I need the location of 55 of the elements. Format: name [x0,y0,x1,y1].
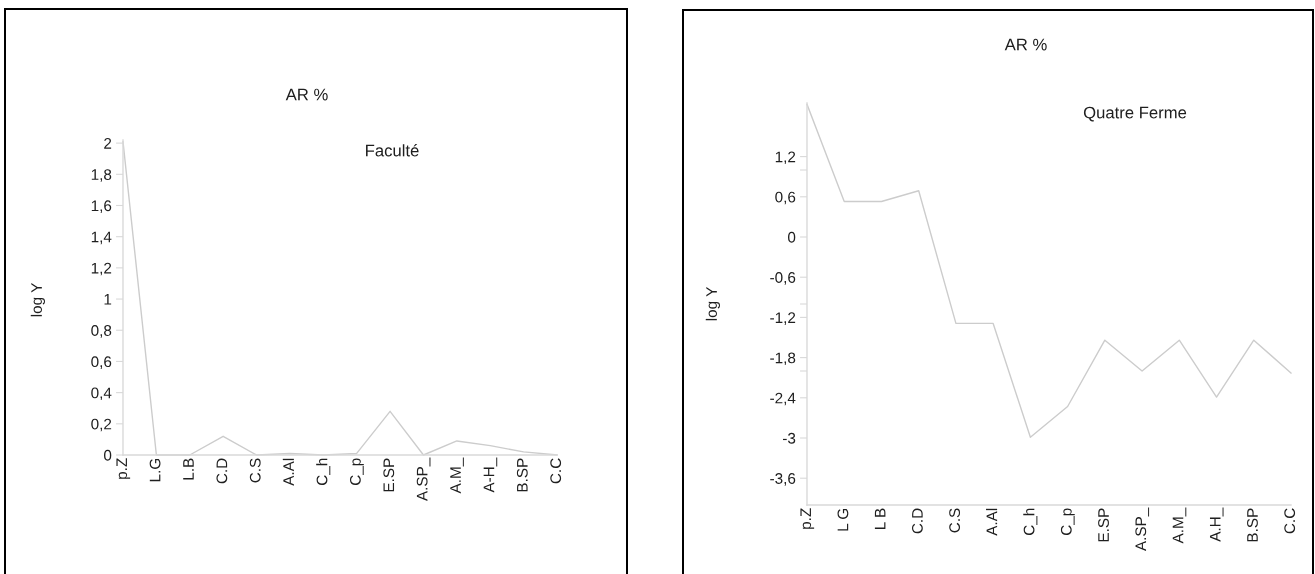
x-tick-label: C.D [911,508,923,534]
y-tick-label: 1,6 [91,200,112,213]
x-tick-label: A.SP_ [1135,507,1150,552]
y-tick-label: -3,6 [770,473,796,486]
chart-title: AR % [285,88,328,101]
x-tick-label: C_h [1023,508,1038,536]
y-tick-label: -3 [782,432,796,444]
x-tick-label: A.Al [986,508,998,536]
y-tick-label: 2 [104,137,112,149]
x-tick-label: A.Al [282,458,294,486]
y-axis-title: log Y [30,283,45,317]
x-tick-label: A.SP_ [416,457,431,502]
y-tick-label: 1,2 [91,262,112,276]
y-tick-label: 0,6 [91,356,112,369]
y-tick-label: 1 [104,294,112,305]
x-tick-label: C.S [949,508,961,533]
x-tick-label: p.Z [800,508,815,529]
y-tick-label: 0,4 [91,387,112,401]
y-tick-label: 1,2 [775,151,796,165]
y-tick-label: 0,8 [91,325,112,338]
y-tick-label: 0 [787,231,796,243]
x-tick-label: A.M_ [450,457,464,494]
x-tick-label: p.Z [116,458,131,479]
x-tick-label: B.SP [516,458,528,492]
x-tick-label: C_p [349,458,364,486]
chart-subtitle: Quatre Ferme [1083,106,1187,122]
y-tick-label: -2,4 [770,392,796,406]
x-tick-label: C_p [1060,508,1075,536]
x-tick-label: C.C [550,458,562,484]
x-tick-label: B.SP [1247,508,1258,542]
x-tick-label: A.H_ [1209,507,1224,542]
y-tick-label: 0,2 [91,418,112,432]
chart-subtitle: Faculté [366,144,419,157]
x-tick-label: C_h [316,458,331,486]
x-tick-label: C.S [249,458,261,483]
y-tick-label: 1,8 [91,169,112,182]
x-tick-label: E.SP [383,458,395,492]
y-tick-label: -1,8 [770,352,796,366]
line-series [806,103,1292,439]
x-tick-label: A-H_ [483,457,498,493]
y-tick-label: 0 [103,449,112,461]
x-tick-label: L.G [149,458,161,482]
y-axis-title: log Y [705,287,720,321]
x-tick-label: L.B [183,458,194,480]
x-tick-label: C.D [216,458,228,484]
y-tick-label: 1,4 [91,231,112,245]
y-tick-label: -0,6 [770,272,796,285]
chart-title: AR % [1004,38,1047,51]
x-tick-label: L B [874,508,886,529]
x-tick-label: E.SP [1098,508,1109,542]
y-tick-label: -1,2 [770,312,796,325]
x-tick-label: L G [837,508,849,531]
x-tick-label: C.C [1284,508,1296,534]
x-tick-label: A.M_ [1172,507,1187,544]
y-tick-label: 0,6 [775,191,796,205]
